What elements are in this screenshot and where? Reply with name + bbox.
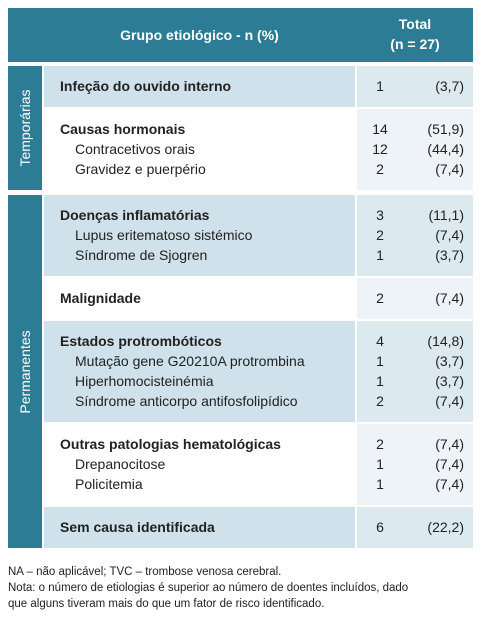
count: 2 <box>376 161 384 177</box>
group-total-cell <box>357 195 473 276</box>
count: 1 <box>376 353 384 369</box>
footnote: que alguns tiveram mais do que um fator … <box>8 598 325 610</box>
count: 2 <box>376 227 384 243</box>
count: 6 <box>376 519 384 535</box>
group-row <box>44 66 355 107</box>
section-label: Temporárias <box>17 89 33 167</box>
count: 1 <box>376 476 384 492</box>
group-total-cell <box>357 321 473 422</box>
percent: (7,4) <box>435 476 464 492</box>
group-total-cell <box>357 507 473 548</box>
count: 1 <box>376 78 384 94</box>
footnote: Nota: o número de etiologias é superior … <box>8 582 409 594</box>
count: 4 <box>376 333 384 349</box>
subgroup-name: Síndrome anticorpo antifosfolipídico <box>75 393 298 409</box>
group-total-cell <box>357 109 473 190</box>
count: 2 <box>376 290 384 306</box>
subgroup-name: Policitemia <box>75 476 143 492</box>
subgroup-name: Drepanocitose <box>75 456 166 472</box>
count: 12 <box>372 141 388 157</box>
group-row <box>44 278 355 319</box>
header-total: Total (n = 27) <box>357 14 473 54</box>
group-row <box>44 321 355 422</box>
count: 1 <box>376 373 384 389</box>
footnote: NA – não aplicável; TVC – trombose venos… <box>8 566 282 578</box>
group-name: Causas hormonais <box>60 121 186 137</box>
group-name: Malignidade <box>60 290 141 306</box>
subgroup-name: Contracetivos orais <box>75 141 195 157</box>
header-total-n: (n = 27) <box>390 36 440 52</box>
section-label: Permanentes <box>17 329 33 414</box>
table-header <box>8 8 473 62</box>
group-total-cell <box>357 278 473 319</box>
section-band <box>8 195 42 548</box>
group-total-cell <box>357 424 473 505</box>
header-total-label: Total <box>398 16 432 32</box>
group-name: Estados protrombóticos <box>60 333 222 349</box>
group-row <box>44 109 355 190</box>
subgroup-name: Mutação gene G20210A protrombina <box>75 353 305 369</box>
section-band <box>8 66 42 190</box>
group-row <box>44 507 355 548</box>
count: 1 <box>376 247 384 263</box>
header-group: Grupo etiológico - n (%) <box>120 27 279 43</box>
percent: (3,7) <box>435 247 464 263</box>
count: 14 <box>372 121 388 137</box>
subgroup-name: Hiperhomocisteinémia <box>75 373 214 389</box>
percent: (22,2) <box>427 519 464 535</box>
group-name: Sem causa identificada <box>60 519 215 535</box>
percent: (7,4) <box>435 161 464 177</box>
percent: (3,7) <box>435 78 464 94</box>
percent: (51,9) <box>427 121 464 137</box>
count: 2 <box>376 436 384 452</box>
percent: (7,4) <box>435 456 464 472</box>
count: 2 <box>376 393 384 409</box>
percent: (7,4) <box>435 290 464 306</box>
subgroup-name: Síndrome de Sjogren <box>75 247 208 263</box>
percent: (44,4) <box>427 141 464 157</box>
percent: (11,1) <box>428 207 464 223</box>
subgroup-name: Gravidez e puerpério <box>75 161 206 177</box>
group-row <box>44 195 355 276</box>
group-name: Infeção do ouvido interno <box>60 78 232 94</box>
count: 1 <box>376 456 384 472</box>
group-name: Doenças inflamatórias <box>60 207 210 223</box>
percent: (7,4) <box>435 436 464 452</box>
group-row <box>44 424 355 505</box>
group-name: Outras patologias hematológicas <box>60 436 281 452</box>
percent: (7,4) <box>435 393 464 409</box>
percent: (7,4) <box>435 227 464 243</box>
percent: (3,7) <box>435 373 464 389</box>
percent: (14,8) <box>427 333 464 349</box>
subgroup-name: Lupus eritematoso sistémico <box>75 227 253 243</box>
percent: (3,7) <box>435 353 464 369</box>
group-total-cell <box>357 66 473 107</box>
count: 3 <box>376 207 384 223</box>
